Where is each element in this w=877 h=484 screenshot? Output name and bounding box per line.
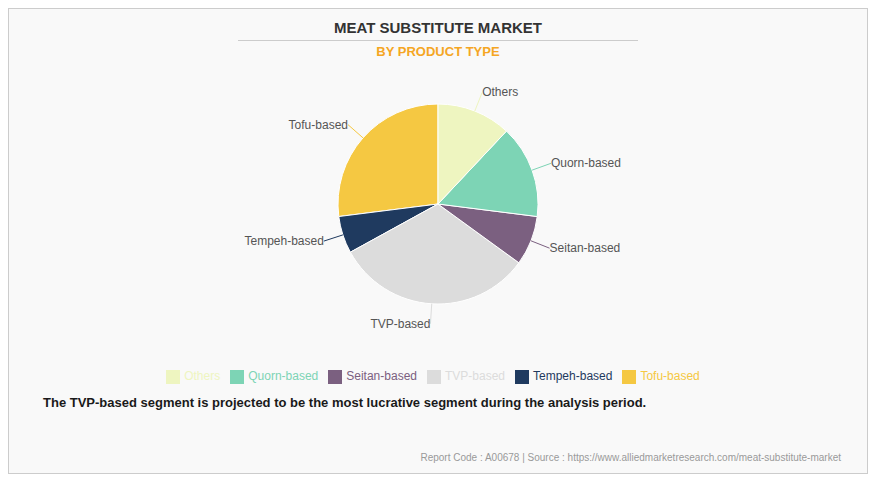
html-text:TVP-based: TVP-based [445,369,505,384]
html-text:MEAT SUBSTITUTE MARKET: MEAT SUBSTITUTE MARKET [334,19,542,36]
svg-text:Tempeh-based: Tempeh-based [244,234,323,248]
svg-text:Seitan-based: Seitan-based [550,241,621,255]
html-text:BY PRODUCT TYPE: BY PRODUCT TYPE [376,44,500,59]
html-text:The TVP-based segment is proje: The TVP-based segment is projected to be… [43,395,647,410]
html-text:Quorn-based: Quorn-based [248,369,319,384]
html-text:Tofu-based: Tofu-based [640,369,700,384]
html-text:Seitan-based: Seitan-based [346,369,417,384]
html-text:Report Code : A00678 | Source: Report Code : A00678 | Source : https://… [420,452,841,463]
svg-text:Others: Others [482,85,518,99]
svg-text:TVP-based: TVP-based [370,317,430,331]
html-text:Tempeh-based: Tempeh-based [533,369,613,384]
svg-text:Quorn-based: Quorn-based [551,156,621,170]
svg-text:Tofu-based: Tofu-based [289,118,348,132]
html-text:Others: Others [184,369,221,384]
